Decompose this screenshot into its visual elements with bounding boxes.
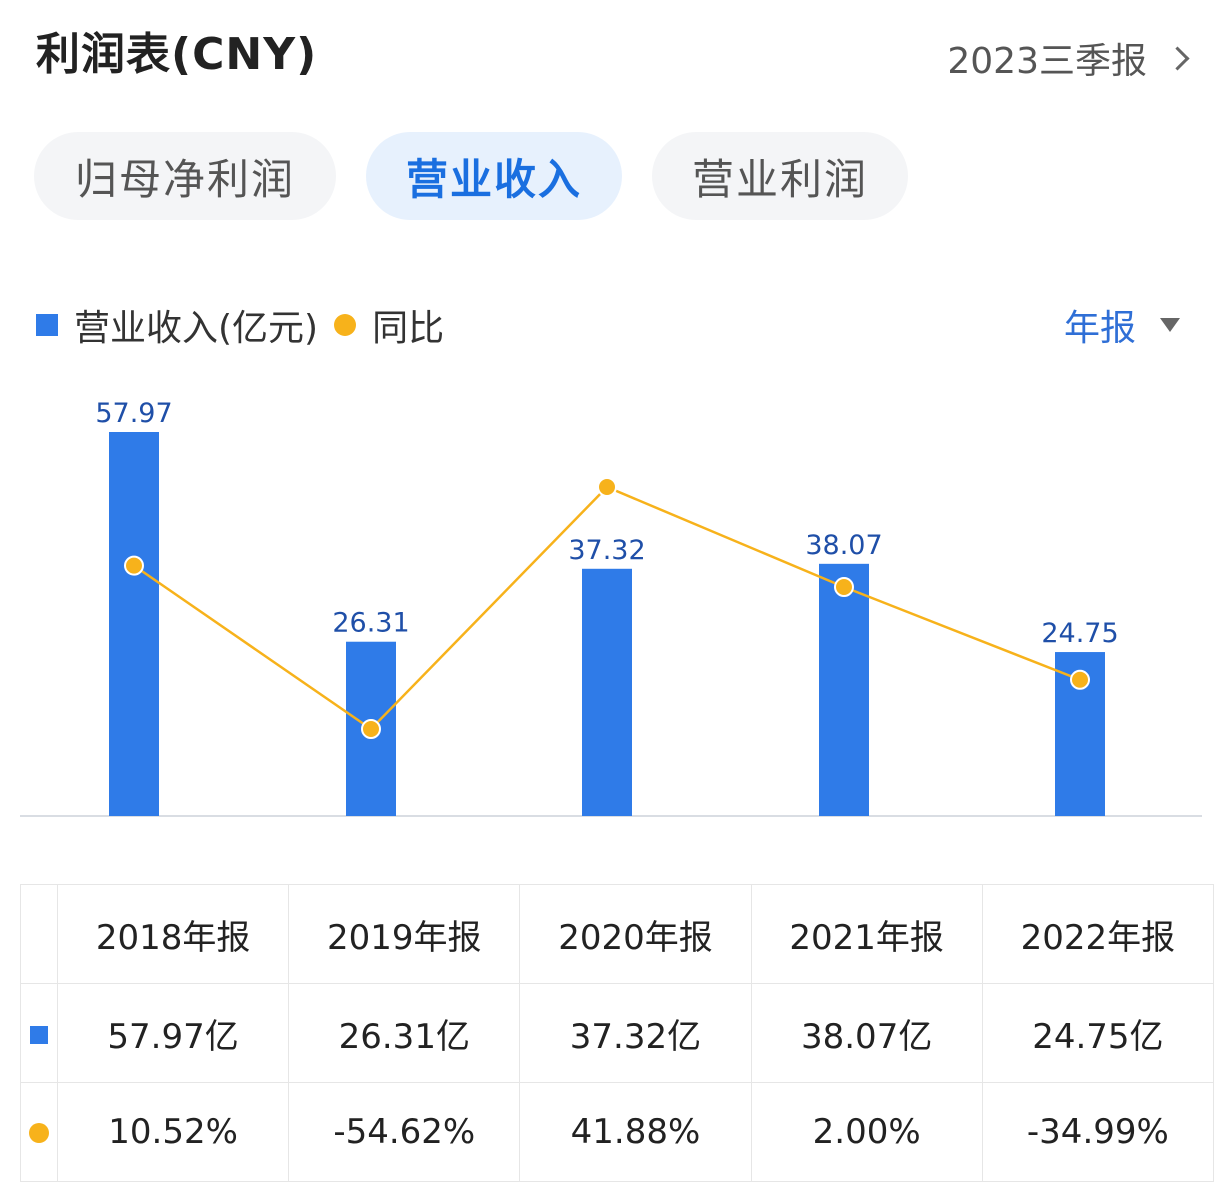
- revenue-cell: 37.32亿: [519, 983, 752, 1083]
- table-header-row: 2018年报 2019年报 2020年报 2021年报 2022年报: [20, 884, 1215, 984]
- revenue-row-marker-cell: [20, 983, 58, 1083]
- period-label: 2023三季报: [947, 41, 1147, 82]
- bar-square-icon: [30, 1026, 48, 1044]
- table-header-cell: 2021年报: [750, 884, 983, 984]
- yoy-point: [124, 555, 144, 576]
- data-table: 2018年报 2019年报 2020年报 2021年报 2022年报 57.97…: [20, 884, 1215, 1182]
- yoy-point: [361, 719, 381, 739]
- revenue-chart: 57.97 26.31 37.32 38.07 24.75: [20, 398, 1202, 817]
- report-type-label: 年报: [1063, 308, 1136, 349]
- bar: [819, 563, 869, 816]
- table-header-cell: 2018年报: [56, 884, 290, 984]
- report-type-dropdown[interactable]: 年报: [1064, 299, 1186, 351]
- bar-legend-label: 营业收入(亿元): [74, 308, 319, 349]
- bar-value-label: 37.32: [568, 535, 645, 566]
- dropdown-triangle-icon: [1160, 318, 1180, 332]
- revenue-cell: 57.97亿: [56, 983, 290, 1083]
- yoy-point: [1070, 669, 1090, 690]
- table-header-cell: 2019年报: [288, 884, 521, 984]
- header: 利润表(CNY) 2023三季报: [36, 12, 1192, 82]
- yoy-point: [834, 577, 854, 598]
- yoy-cell: 41.88%: [519, 1082, 752, 1182]
- table-header-cell: 2022年报: [981, 884, 1215, 984]
- metric-tabs: 归母净利润 营业收入 营业利润: [34, 132, 908, 220]
- line-legend-label: 同比: [372, 308, 445, 349]
- bar: [582, 568, 632, 816]
- yoy-cell: 10.52%: [56, 1082, 290, 1182]
- revenue-cell: 38.07亿: [750, 983, 983, 1083]
- bar-value-label: 57.97: [95, 398, 172, 429]
- revenue-cell: 26.31亿: [288, 983, 521, 1083]
- page-title: 利润表(CNY): [36, 29, 318, 80]
- table-header-cell: 2020年报: [519, 884, 752, 984]
- yoy-point: [597, 477, 617, 497]
- bar-value-label: 38.07: [805, 530, 882, 561]
- line-legend-marker: [334, 314, 357, 336]
- tab-revenue[interactable]: 营业收入: [366, 132, 622, 220]
- chevron-right-icon: [1165, 45, 1190, 71]
- yoy-cell: -34.99%: [981, 1082, 1215, 1182]
- revenue-cell: 24.75亿: [981, 983, 1215, 1083]
- bar-value-label: 26.31: [332, 608, 409, 639]
- bar-value-label: 24.75: [1041, 618, 1118, 649]
- tab-operating-profit[interactable]: 营业利润: [652, 132, 908, 220]
- table-corner-cell: [20, 884, 58, 984]
- period-selector[interactable]: 2023三季报: [947, 32, 1192, 84]
- bar: [109, 432, 159, 816]
- table-row-yoy: 10.52% -54.62% 41.88% 2.00% -34.99%: [20, 1082, 1215, 1182]
- bar-legend-marker: [36, 314, 58, 336]
- line-dot-icon: [29, 1123, 49, 1143]
- yoy-row-marker-cell: [20, 1082, 58, 1182]
- tab-net-profit[interactable]: 归母净利润: [34, 132, 336, 220]
- table-row-revenue: 57.97亿 26.31亿 37.32亿 38.07亿 24.75亿: [20, 983, 1215, 1083]
- chart-legend: 营业收入(亿元) 同比 年报: [36, 300, 1186, 350]
- yoy-cell: -54.62%: [288, 1082, 521, 1182]
- yoy-cell: 2.00%: [750, 1082, 983, 1182]
